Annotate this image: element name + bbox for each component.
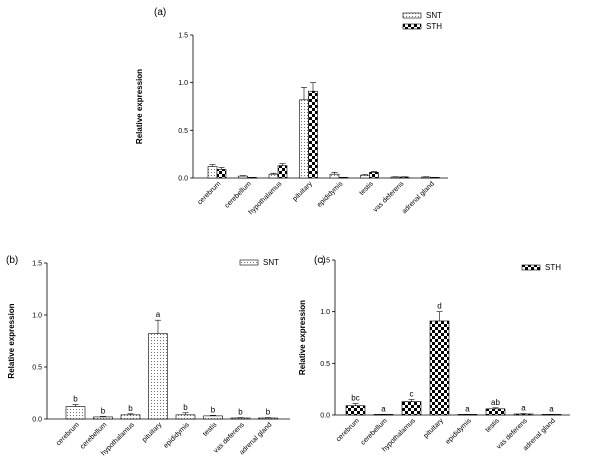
panel-a-chart: (a) Relative expression 0.0 0.5 1.0 1.5 cerebr… (135, 7, 448, 216)
bar-snt (148, 333, 168, 420)
legend-label-snt: SNT (263, 258, 279, 267)
significance-letter: ab (491, 398, 500, 407)
significance-letter: a (156, 310, 161, 319)
x-tick-label: cerebellum (224, 180, 253, 209)
x-tick-label: vas deferens (372, 180, 406, 214)
bar-snt (230, 417, 251, 420)
legend-swatch-snt (402, 12, 422, 19)
bar-sth (399, 176, 410, 179)
bar-sth (369, 171, 379, 179)
bar-sth (277, 165, 288, 179)
significance-letter: c (410, 390, 414, 399)
significance-letter: b (73, 394, 78, 403)
significance-letter: b (128, 404, 133, 413)
significance-letter: a (465, 404, 470, 413)
panel-label: (b) (6, 255, 18, 266)
bar-snt (390, 176, 401, 179)
bar-snt (93, 416, 113, 420)
x-tick-label: epididymis (316, 180, 345, 209)
y-axis-title: Relative expression (135, 69, 144, 144)
significance-letter: a (521, 404, 526, 413)
y-tick-label: 1.5 (178, 33, 188, 40)
x-tick-label: pituitary (141, 421, 164, 444)
bar-sth (485, 408, 506, 416)
y-tick-label: 1.0 (178, 80, 188, 87)
significance-letter: b (101, 406, 106, 415)
significance-letter: b (266, 408, 271, 417)
panel-label: (a) (154, 7, 166, 18)
significance-letter: bc (351, 394, 359, 403)
x-tick-label: epididymis (445, 417, 474, 446)
bar-sth (513, 413, 534, 416)
bar-snt (175, 414, 196, 420)
bar-snt (120, 414, 141, 420)
bar-snt (238, 175, 248, 179)
bar-sth (216, 169, 227, 179)
bar-snt (65, 406, 86, 420)
bar-sth (401, 401, 422, 416)
significance-letter: b (238, 408, 243, 417)
y-tick-label: 0.5 (320, 361, 330, 368)
y-tick-label: 0.0 (320, 413, 330, 420)
x-tick-label: cerebellum (360, 417, 389, 446)
y-axis-title: Relative expression (298, 300, 307, 375)
legend-label-sth: STH (426, 22, 442, 31)
x-tick-label: pituitary (423, 417, 446, 440)
bar-sth (429, 320, 450, 416)
bar-snt (360, 174, 370, 179)
bar-snt (421, 176, 431, 179)
bar-snt (203, 415, 223, 420)
x-tick-label: testis (484, 417, 501, 434)
y-axis-title: Relative expression (7, 303, 16, 378)
panel-b-chart: (b) Relative expression 0.0 0.5 1.0 1.5 b cereb… (6, 255, 290, 457)
y-tick-label: 0.5 (32, 365, 42, 372)
x-tick-label: testis (358, 180, 375, 197)
bar-snt (329, 173, 340, 179)
bar-sth (308, 90, 318, 179)
x-tick-label: adrenal gland (401, 180, 436, 215)
x-tick-label: cerebellum (79, 421, 108, 450)
y-tick-label: 1.5 (32, 261, 42, 268)
y-tick-label: 0.5 (178, 128, 188, 135)
x-tick-label: pituitary (292, 180, 315, 203)
legend-label-sth: STH (545, 263, 561, 272)
panel-label: (c) (314, 255, 326, 266)
significance-letter: d (437, 302, 441, 311)
bar-snt (207, 166, 218, 179)
significance-letter: a (381, 404, 386, 413)
y-tick-label: 0.0 (178, 176, 188, 183)
y-tick-label: 0.0 (32, 417, 42, 424)
y-tick-label: 1.0 (32, 313, 42, 320)
legend-swatch-sth (521, 264, 541, 271)
y-tick-label: 1.0 (320, 309, 330, 316)
panel-c-chart: (c) Relative expression 0.0 0.5 1.0 1.5 bc cere… (298, 255, 570, 453)
bar-snt (299, 99, 309, 179)
x-tick-label: testis (202, 421, 219, 438)
x-tick-label: hypothalamus (248, 180, 284, 216)
legend-swatch-snt (239, 259, 259, 266)
significance-letter: a (549, 404, 554, 413)
bar-snt (268, 173, 279, 179)
x-tick-label: epididymis (163, 421, 192, 450)
x-tick-label: cerebrum (197, 180, 223, 206)
significance-letter: b (211, 405, 216, 414)
y-tick-label: 1.5 (320, 258, 330, 265)
bar-sth (345, 405, 366, 416)
x-tick-label: cerebrum (335, 417, 361, 443)
x-tick-label: cerebrum (55, 421, 81, 447)
significance-letter: b (183, 403, 188, 412)
legend-swatch-sth (402, 23, 422, 30)
legend-label-snt: SNT (426, 11, 442, 20)
bar-snt (258, 417, 278, 420)
